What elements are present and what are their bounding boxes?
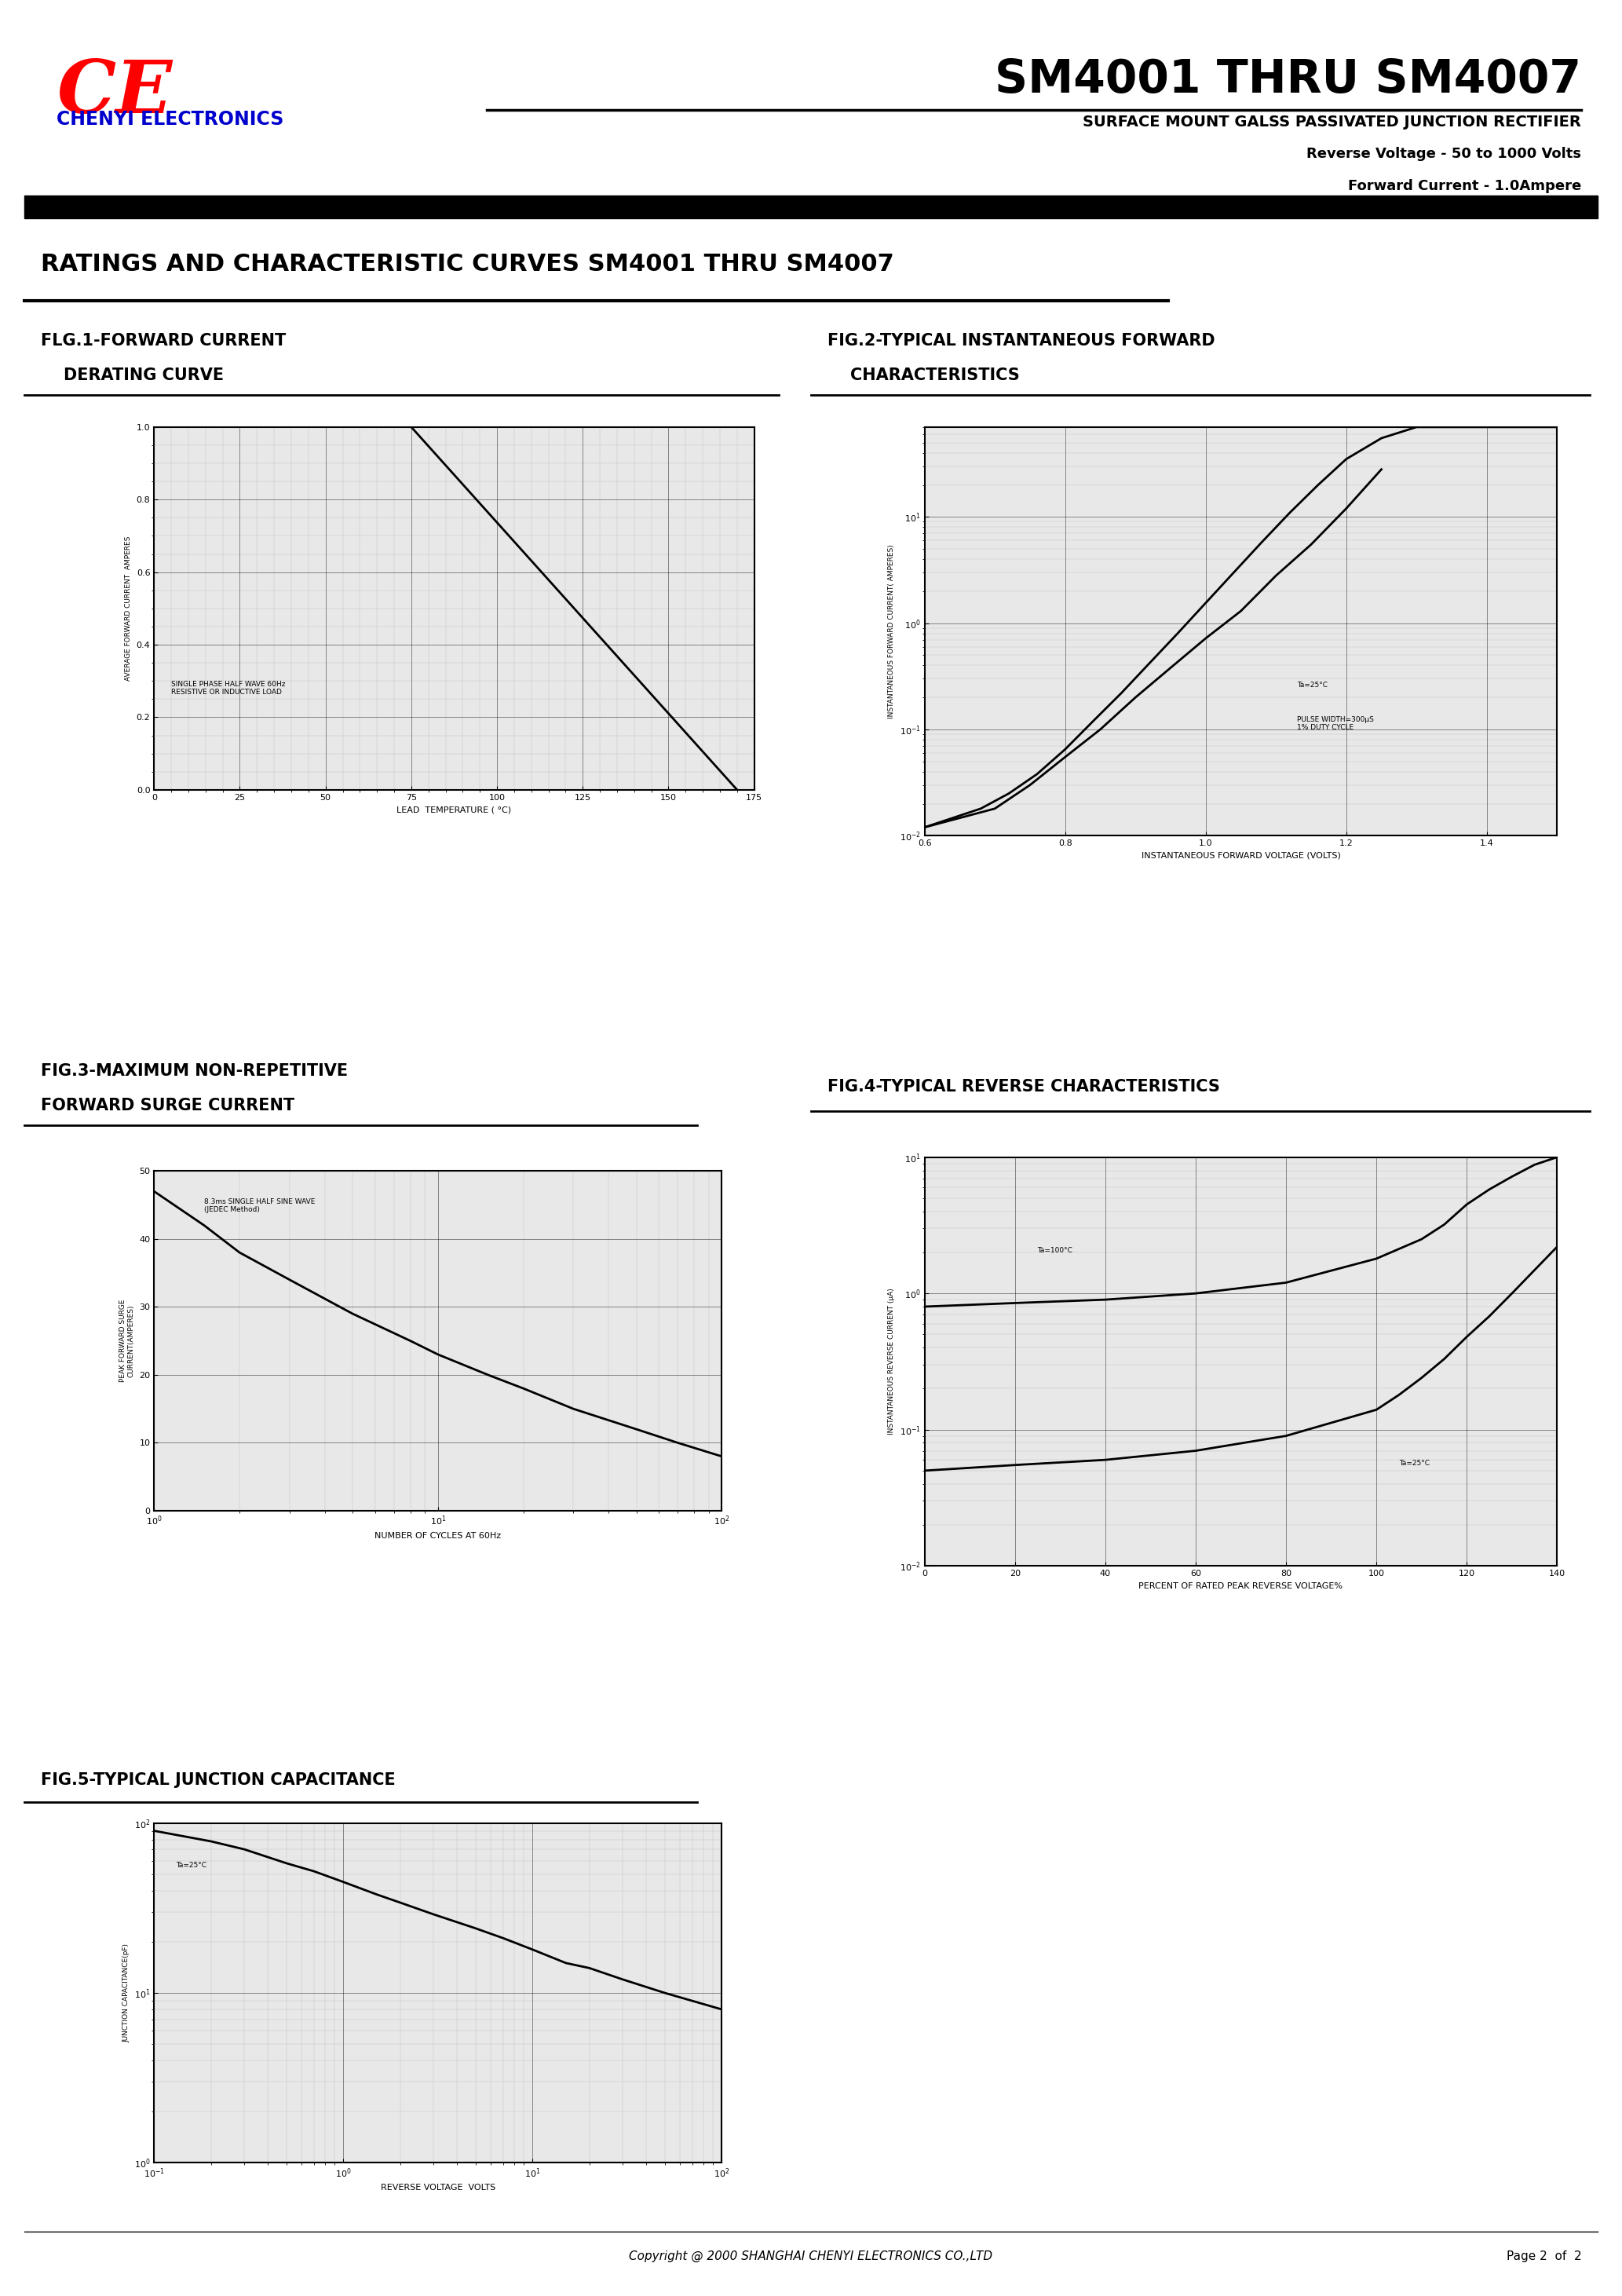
X-axis label: PERCENT OF RATED PEAK REVERSE VOLTAGE%: PERCENT OF RATED PEAK REVERSE VOLTAGE% [1139,1582,1343,1589]
Text: DERATING CURVE: DERATING CURVE [41,367,224,383]
Text: Reverse Voltage - 50 to 1000 Volts: Reverse Voltage - 50 to 1000 Volts [1307,147,1581,161]
Text: SURFACE MOUNT GALSS PASSIVATED JUNCTION RECTIFIER: SURFACE MOUNT GALSS PASSIVATED JUNCTION … [1083,115,1581,129]
Text: SM4001 THRU SM4007: SM4001 THRU SM4007 [994,57,1581,101]
Text: FORWARD SURGE CURRENT: FORWARD SURGE CURRENT [41,1097,294,1114]
Text: Ta=25°C: Ta=25°C [1298,682,1328,689]
Text: 8.3ms SINGLE HALF SINE WAVE
(JEDEC Method): 8.3ms SINGLE HALF SINE WAVE (JEDEC Metho… [204,1199,315,1212]
Text: SINGLE PHASE HALF WAVE 60Hz
RESISTIVE OR INDUCTIVE LOAD: SINGLE PHASE HALF WAVE 60Hz RESISTIVE OR… [172,680,285,696]
X-axis label: LEAD  TEMPERATURE ( °C): LEAD TEMPERATURE ( °C) [397,806,511,813]
Text: Ta=25°C: Ta=25°C [1398,1460,1429,1467]
X-axis label: REVERSE VOLTAGE  VOLTS: REVERSE VOLTAGE VOLTS [381,2183,495,2193]
X-axis label: INSTANTANEOUS FORWARD VOLTAGE (VOLTS): INSTANTANEOUS FORWARD VOLTAGE (VOLTS) [1142,852,1340,859]
Text: Forward Current - 1.0Ampere: Forward Current - 1.0Ampere [1348,179,1581,193]
Text: Ta=100°C: Ta=100°C [1038,1247,1072,1254]
Y-axis label: INSTANTANEOUS FORWARD CURRENT( AMPERES): INSTANTANEOUS FORWARD CURRENT( AMPERES) [889,544,895,719]
Y-axis label: INSTANTANEOUS REVERSE CURRENT (μA): INSTANTANEOUS REVERSE CURRENT (μA) [889,1288,895,1435]
X-axis label: NUMBER OF CYCLES AT 60Hz: NUMBER OF CYCLES AT 60Hz [375,1531,501,1541]
Text: FIG.2-TYPICAL INSTANTANEOUS FORWARD: FIG.2-TYPICAL INSTANTANEOUS FORWARD [827,333,1215,349]
Y-axis label: AVERAGE FORWARD CURRENT  AMPERES: AVERAGE FORWARD CURRENT AMPERES [125,535,131,682]
Text: RATINGS AND CHARACTERISTIC CURVES SM4001 THRU SM4007: RATINGS AND CHARACTERISTIC CURVES SM4001… [41,253,894,276]
Text: CHENYI ELECTRONICS: CHENYI ELECTRONICS [57,110,284,129]
Text: FIG.3-MAXIMUM NON-REPETITIVE: FIG.3-MAXIMUM NON-REPETITIVE [41,1063,347,1079]
Bar [24,195,1598,218]
Text: FIG.4-TYPICAL REVERSE CHARACTERISTICS: FIG.4-TYPICAL REVERSE CHARACTERISTICS [827,1079,1220,1095]
Text: CE: CE [57,57,172,129]
Text: PULSE WIDTH=300μS
1% DUTY CYCLE: PULSE WIDTH=300μS 1% DUTY CYCLE [1298,716,1374,730]
Y-axis label: PEAK FORWARD SURGE
CURRENT(AMPERES): PEAK FORWARD SURGE CURRENT(AMPERES) [120,1300,135,1382]
Text: FLG.1-FORWARD CURRENT: FLG.1-FORWARD CURRENT [41,333,285,349]
Text: FIG.5-TYPICAL JUNCTION CAPACITANCE: FIG.5-TYPICAL JUNCTION CAPACITANCE [41,1773,396,1789]
Text: CHARACTERISTICS: CHARACTERISTICS [827,367,1019,383]
Text: Ta=25°C: Ta=25°C [175,1862,206,1869]
Text: Copyright @ 2000 SHANGHAI CHENYI ELECTRONICS CO.,LTD: Copyright @ 2000 SHANGHAI CHENYI ELECTRO… [629,2250,993,2262]
Y-axis label: JUNCTION CAPACITANCE(pF): JUNCTION CAPACITANCE(pF) [123,1942,130,2043]
Text: Page 2  of  2: Page 2 of 2 [1507,2250,1581,2262]
